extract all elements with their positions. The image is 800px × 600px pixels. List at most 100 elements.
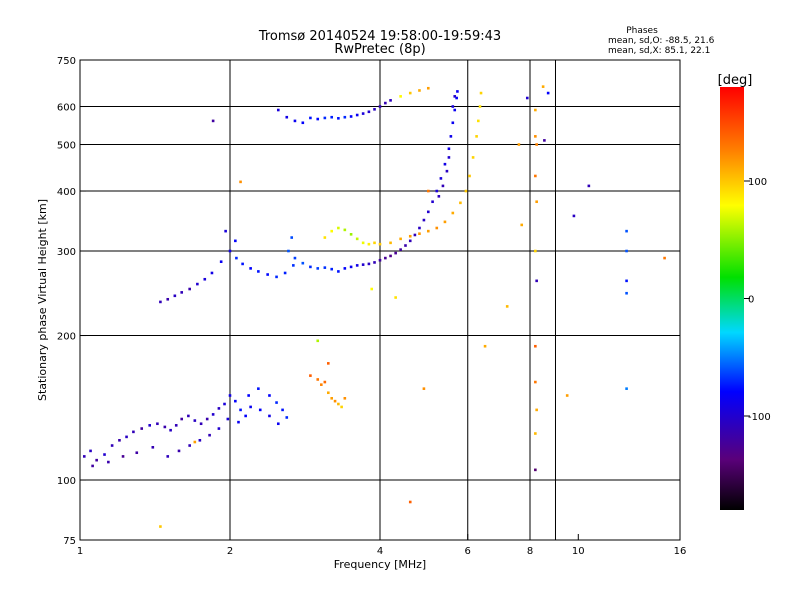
data-point (199, 422, 203, 426)
data-point (268, 394, 271, 397)
data-point (287, 249, 290, 253)
data-point (309, 374, 312, 377)
data-point (203, 277, 207, 281)
data-point (337, 270, 340, 273)
data-point (285, 416, 289, 419)
data-point (394, 296, 397, 299)
data-point (361, 112, 365, 115)
grid-lines (80, 60, 680, 540)
y-tick-label: 750 (57, 56, 76, 67)
y-axis-label: Stationary phase Virtual Height [km] (36, 199, 49, 401)
x-tick-label: 10 (572, 546, 585, 557)
data-point (257, 387, 260, 390)
data-point (475, 135, 478, 138)
data-point (534, 432, 537, 435)
data-point (663, 256, 666, 260)
y-tick-label: 200 (57, 332, 76, 343)
data-point (443, 220, 447, 224)
data-point (159, 300, 162, 304)
data-point (323, 266, 327, 269)
data-point (337, 117, 340, 120)
data-point (301, 121, 305, 125)
data-point (135, 451, 139, 455)
data-point (534, 108, 537, 112)
data-point (418, 89, 421, 92)
data-point (249, 405, 252, 409)
data-point (546, 91, 550, 95)
data-point (534, 135, 537, 138)
data-point (361, 241, 365, 245)
data-point (173, 294, 177, 298)
colorbar (720, 87, 744, 510)
data-point (249, 267, 252, 270)
data-point (471, 156, 475, 159)
data-point (451, 105, 455, 108)
data-point (535, 408, 538, 412)
data-point (367, 262, 371, 266)
data-point (525, 96, 529, 100)
data-point (422, 218, 426, 222)
data-point (327, 362, 330, 365)
data-point (226, 417, 230, 421)
data-point (399, 95, 402, 98)
data-point (464, 189, 468, 193)
data-point (211, 413, 215, 416)
x-tick-label: 2 (227, 546, 233, 557)
y-tick-label: 300 (57, 247, 76, 258)
data-point (445, 169, 449, 173)
data-point (389, 241, 392, 245)
data-point (479, 91, 483, 95)
data-point (625, 229, 628, 233)
data-point (198, 438, 202, 442)
data-point (188, 287, 191, 291)
colorbar-label: [deg] (718, 73, 753, 88)
data-point (408, 239, 412, 243)
data-point (373, 241, 376, 245)
data-point (293, 119, 297, 123)
data-point (247, 394, 250, 397)
data-point (283, 271, 287, 275)
data-point (235, 256, 238, 260)
stats-line-x: mean, sd,X: 85.1, 22.1 (608, 46, 710, 56)
data-point (187, 414, 190, 418)
data-point (244, 414, 247, 418)
data-point (408, 91, 412, 95)
data-point (316, 267, 320, 270)
data-point (217, 427, 221, 430)
data-point (355, 264, 359, 267)
data-point (399, 237, 402, 241)
data-point (196, 282, 199, 286)
data-point (451, 211, 455, 215)
data-point (378, 242, 382, 246)
data-point (447, 147, 451, 151)
data-point (211, 119, 215, 123)
data-point (399, 248, 402, 251)
data-point (337, 402, 340, 406)
data-point (258, 408, 262, 412)
data-point (389, 254, 392, 258)
data-point (404, 244, 407, 247)
data-point (239, 408, 242, 412)
data-point (349, 265, 353, 269)
y-tick-label: 600 (57, 103, 76, 114)
data-point (337, 226, 340, 230)
data-point (373, 261, 376, 264)
data-point (367, 242, 371, 246)
data-point (439, 177, 443, 180)
data-point (349, 115, 353, 118)
x-tick-label: 8 (527, 546, 533, 557)
chart-title: Tromsø 20140524 19:58:00-19:59:43 (258, 29, 501, 44)
data-point (323, 236, 327, 239)
data-point (166, 455, 170, 458)
data-point (389, 99, 392, 102)
data-point (188, 444, 191, 447)
data-point (103, 453, 106, 456)
data-point (239, 180, 242, 184)
data-point (166, 297, 170, 301)
data-point (163, 425, 167, 429)
data-point (234, 239, 237, 243)
data-point (517, 143, 521, 146)
data-point (327, 391, 330, 395)
y-tick-label: 100 (57, 476, 76, 487)
data-point (151, 446, 155, 449)
